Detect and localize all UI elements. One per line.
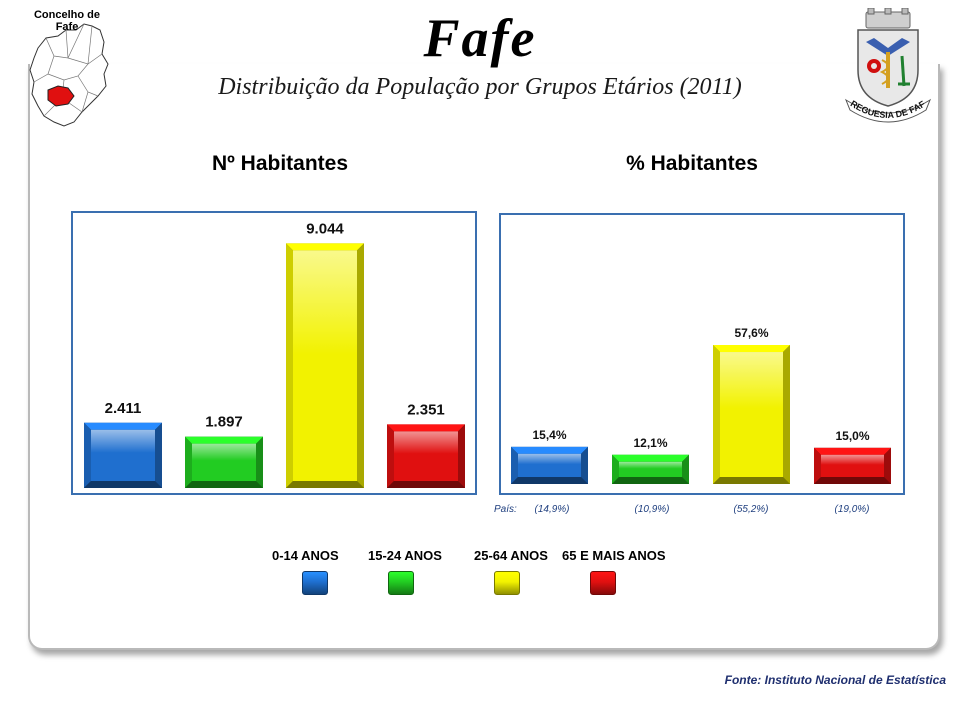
data-label-habitantes-15-24: 1.897 (205, 414, 243, 431)
data-label-habitantes-0-14: 2.411 (105, 400, 142, 417)
source-note: Fonte: Instituto Nacional de Estatística (724, 673, 946, 687)
map-label-line2: Fafe (55, 21, 79, 33)
legend-swatch-25-64 (494, 571, 520, 595)
legend-label-25-64: 25-64 ANOS (474, 548, 548, 563)
page-subtitle: Distribuição da População por Grupos Etá… (218, 74, 742, 100)
data-label-percent-25-64: 57,6% (734, 326, 768, 340)
chart-title-percent: % Habitantes (626, 152, 758, 175)
data-label-habitantes-65-plus: 2.351 (407, 401, 445, 418)
data-label-habitantes-25-64: 9.044 (306, 220, 344, 237)
municipality-map-icon (29, 23, 109, 127)
bar-habitantes-0-14 (84, 422, 162, 488)
data-label-percent-0-14: 15,4% (532, 428, 566, 442)
map-label: Concelho de Fafe (28, 9, 106, 33)
legend-swatch-0-14 (302, 571, 328, 595)
legend-label-15-24: 15-24 ANOS (368, 548, 442, 563)
country-value-25-64: (55,2%) (733, 504, 769, 515)
country-value-15-24: (10,9%) (634, 504, 670, 515)
bar-percent-25-64 (713, 345, 790, 484)
bar-habitantes-15-24 (185, 436, 263, 488)
data-label-percent-65-plus: 15,0% (835, 429, 869, 443)
bar-percent-15-24 (612, 454, 689, 484)
country-label: País: (494, 504, 517, 515)
bar-percent-65-plus (814, 447, 891, 484)
country-value-0-14: (14,9%) (534, 504, 570, 515)
chart-title-habitantes: Nº Habitantes (211, 152, 349, 175)
legend-swatch-15-24 (388, 571, 414, 595)
bar-habitantes-25-64 (286, 243, 364, 488)
bar-percent-0-14 (511, 446, 588, 484)
legend-swatch-65-plus (590, 571, 616, 595)
data-label-percent-15-24: 12,1% (633, 436, 667, 450)
legend-label-65-plus: 65 E MAIS ANOS (562, 548, 666, 563)
bars-habitantes: 2.411 1.897 9.044 2.351 (84, 220, 465, 488)
coat-of-arms-icon: FREGUESIA DE FAFE (838, 8, 932, 123)
page-title: Fafe (423, 8, 537, 68)
bars-percent: 15,4% 12,1% 57,6% 15,0% (511, 326, 891, 484)
legend-label-0-14: 0-14 ANOS (272, 548, 339, 563)
bar-habitantes-65-plus (387, 424, 465, 488)
map-label-line1: Concelho de (33, 9, 100, 21)
country-value-65-plus: (19,0%) (834, 504, 870, 515)
